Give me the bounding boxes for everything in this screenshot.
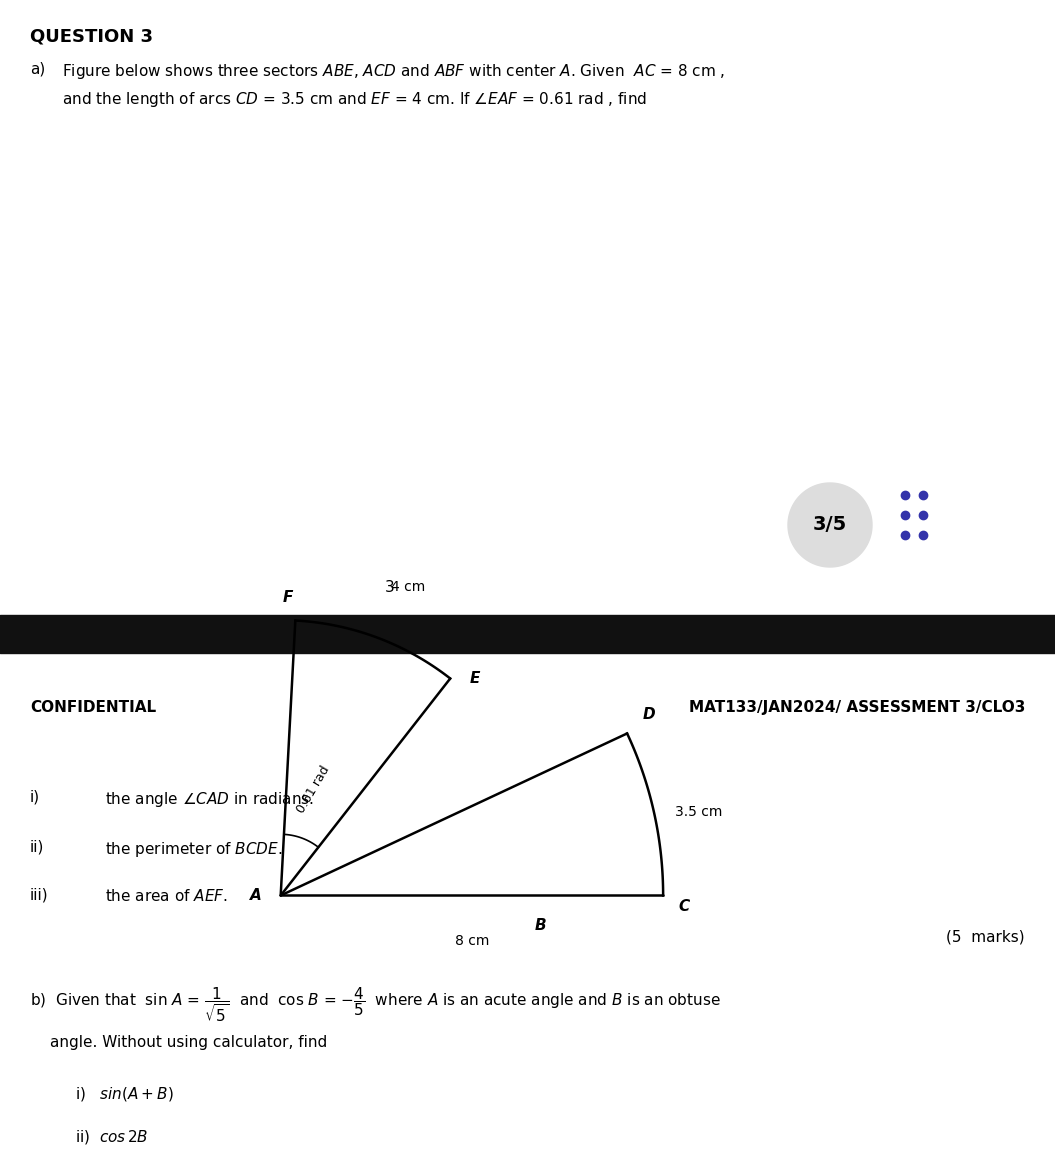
Text: 3: 3 xyxy=(385,580,395,595)
Text: angle. Without using calculator, find: angle. Without using calculator, find xyxy=(50,1035,327,1050)
Text: 3.5 cm: 3.5 cm xyxy=(674,806,722,820)
Text: CONFIDENTIAL: CONFIDENTIAL xyxy=(30,700,156,715)
Text: 8 cm: 8 cm xyxy=(455,934,490,948)
Text: (5  marks): (5 marks) xyxy=(946,930,1025,946)
Text: D: D xyxy=(642,707,655,722)
Text: 3/5: 3/5 xyxy=(812,515,847,535)
Text: 4 cm: 4 cm xyxy=(390,580,425,594)
Text: ii): ii) xyxy=(30,840,44,855)
Text: F: F xyxy=(283,590,293,606)
Text: the perimeter of $\it{BCDE}$.: the perimeter of $\it{BCDE}$. xyxy=(106,840,283,858)
Text: QUESTION 3: QUESTION 3 xyxy=(30,28,153,46)
Text: iii): iii) xyxy=(30,888,49,903)
Text: B: B xyxy=(535,918,546,934)
Text: i)   $\it{sin(A + B)}$: i) $\it{sin(A + B)}$ xyxy=(75,1085,174,1103)
Text: b)  Given that  sin $\it{A}$ = $\dfrac{1}{\sqrt{5}}$  and  cos $\it{B}$ = $-\dfr: b) Given that sin $\it{A}$ = $\dfrac{1}{… xyxy=(30,985,721,1024)
Text: i): i) xyxy=(30,790,40,806)
Text: C: C xyxy=(678,900,690,914)
Text: A: A xyxy=(250,888,262,903)
Text: Figure below shows three sectors $\it{ABE}$, $\it{ACD}$ and $\it{ABF}$ with cent: Figure below shows three sectors $\it{AB… xyxy=(62,62,725,81)
Text: and the length of arcs $\it{CD}$ = 3.5 cm and $\it{EF}$ = 4 cm. If $\angle\it{EA: and the length of arcs $\it{CD}$ = 3.5 c… xyxy=(62,91,647,109)
Text: a): a) xyxy=(30,62,45,76)
Text: MAT133/JAN2024/ ASSESSMENT 3/CLO3: MAT133/JAN2024/ ASSESSMENT 3/CLO3 xyxy=(689,700,1025,715)
Polygon shape xyxy=(788,483,872,567)
Text: the angle $\angle\it{CAD}$ in radians.: the angle $\angle\it{CAD}$ in radians. xyxy=(106,790,313,809)
Text: ii)  $\it{cos\,2B}$: ii) $\it{cos\,2B}$ xyxy=(75,1128,149,1145)
Text: 0.61 rad: 0.61 rad xyxy=(294,763,332,815)
Text: E: E xyxy=(469,671,480,686)
Text: the area of $\it{AEF}$.: the area of $\it{AEF}$. xyxy=(106,888,228,904)
